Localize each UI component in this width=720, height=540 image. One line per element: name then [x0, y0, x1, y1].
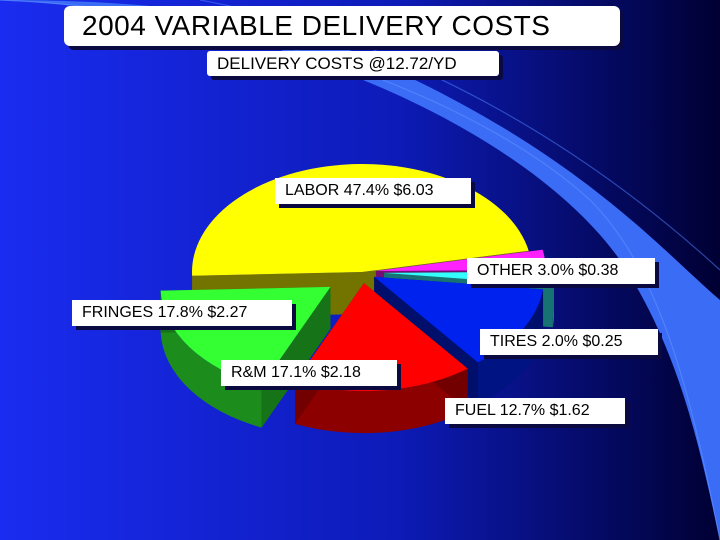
slice-label-labor: LABOR 47.4% $6.03: [275, 178, 471, 204]
slice-wall-rm: [294, 368, 468, 434]
slice-label-fringes: FRINGES 17.8% $2.27: [72, 300, 292, 326]
slice-label-rm: R&M 17.1% $2.18: [221, 360, 397, 386]
slice-wall-fringes: [160, 290, 262, 428]
chart-subtitle: DELIVERY COSTS @12.72/YD: [207, 51, 499, 76]
chart-title: 2004 VARIABLE DELIVERY COSTS: [64, 6, 620, 46]
slice-label-other: OTHER 3.0% $0.38: [467, 258, 655, 284]
slice-label-fuel: FUEL 12.7% $1.62: [445, 398, 625, 424]
slice-label-tires: TIRES 2.0% $0.25: [480, 329, 658, 355]
